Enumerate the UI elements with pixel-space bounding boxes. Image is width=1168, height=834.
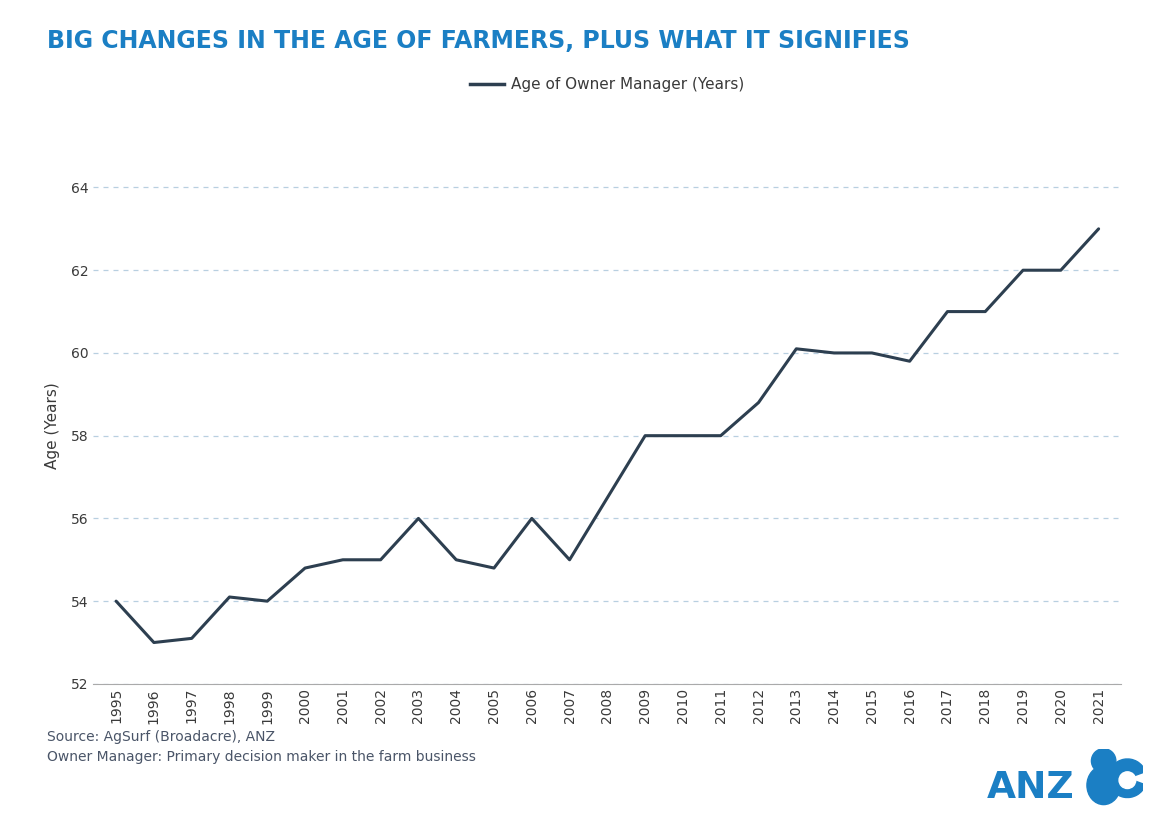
- Y-axis label: Age (Years): Age (Years): [44, 382, 60, 469]
- Circle shape: [1091, 749, 1115, 773]
- Wedge shape: [1108, 759, 1146, 797]
- Text: Source: AgSurf (Broadacre), ANZ
Owner Manager: Primary decision maker in the far: Source: AgSurf (Broadacre), ANZ Owner Ma…: [47, 730, 475, 764]
- Text: ANZ: ANZ: [987, 770, 1075, 806]
- Circle shape: [1119, 771, 1135, 788]
- Legend: Age of Owner Manager (Years): Age of Owner Manager (Years): [464, 71, 751, 98]
- Text: BIG CHANGES IN THE AGE OF FARMERS, PLUS WHAT IT SIGNIFIES: BIG CHANGES IN THE AGE OF FARMERS, PLUS …: [47, 29, 910, 53]
- Ellipse shape: [1087, 766, 1120, 805]
